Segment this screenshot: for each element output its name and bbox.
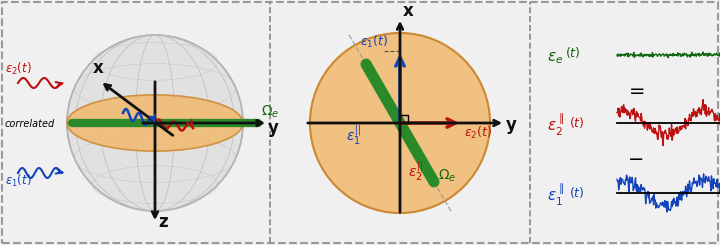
Text: x: x <box>403 2 414 20</box>
Text: $\Omega_e$: $\Omega_e$ <box>261 104 279 120</box>
Text: $\varepsilon_2(t)$: $\varepsilon_2(t)$ <box>5 61 32 77</box>
Text: $=$: $=$ <box>625 79 645 98</box>
Text: $\varepsilon_1^{\parallel}$: $\varepsilon_1^{\parallel}$ <box>547 182 564 208</box>
Text: $\varepsilon_1(t)$: $\varepsilon_1(t)$ <box>5 173 32 189</box>
Text: $(t)$: $(t)$ <box>569 115 585 130</box>
Text: $\Omega_e$: $\Omega_e$ <box>438 168 456 184</box>
Text: y: y <box>506 116 517 134</box>
Text: $-$: $-$ <box>627 148 643 168</box>
Text: $\varepsilon_1(t)$: $\varepsilon_1(t)$ <box>360 34 388 50</box>
Text: $\varepsilon_e$: $\varepsilon_e$ <box>547 50 563 66</box>
Text: z: z <box>158 213 168 231</box>
Circle shape <box>310 33 490 213</box>
Text: x: x <box>93 59 104 77</box>
Text: correlated: correlated <box>5 119 55 129</box>
Text: $\varepsilon_2^{||}$: $\varepsilon_2^{||}$ <box>408 159 423 183</box>
Text: $(t)$: $(t)$ <box>565 45 580 60</box>
Ellipse shape <box>67 95 243 151</box>
FancyBboxPatch shape <box>2 2 718 243</box>
Text: $\varepsilon_2^{\parallel}$: $\varepsilon_2^{\parallel}$ <box>547 112 564 138</box>
Text: $\varepsilon_2(t)$: $\varepsilon_2(t)$ <box>464 125 492 141</box>
Circle shape <box>67 35 243 211</box>
Text: $(t)$: $(t)$ <box>569 185 585 200</box>
Text: $\varepsilon_1^{||}$: $\varepsilon_1^{||}$ <box>346 123 361 147</box>
Text: y: y <box>268 119 279 137</box>
